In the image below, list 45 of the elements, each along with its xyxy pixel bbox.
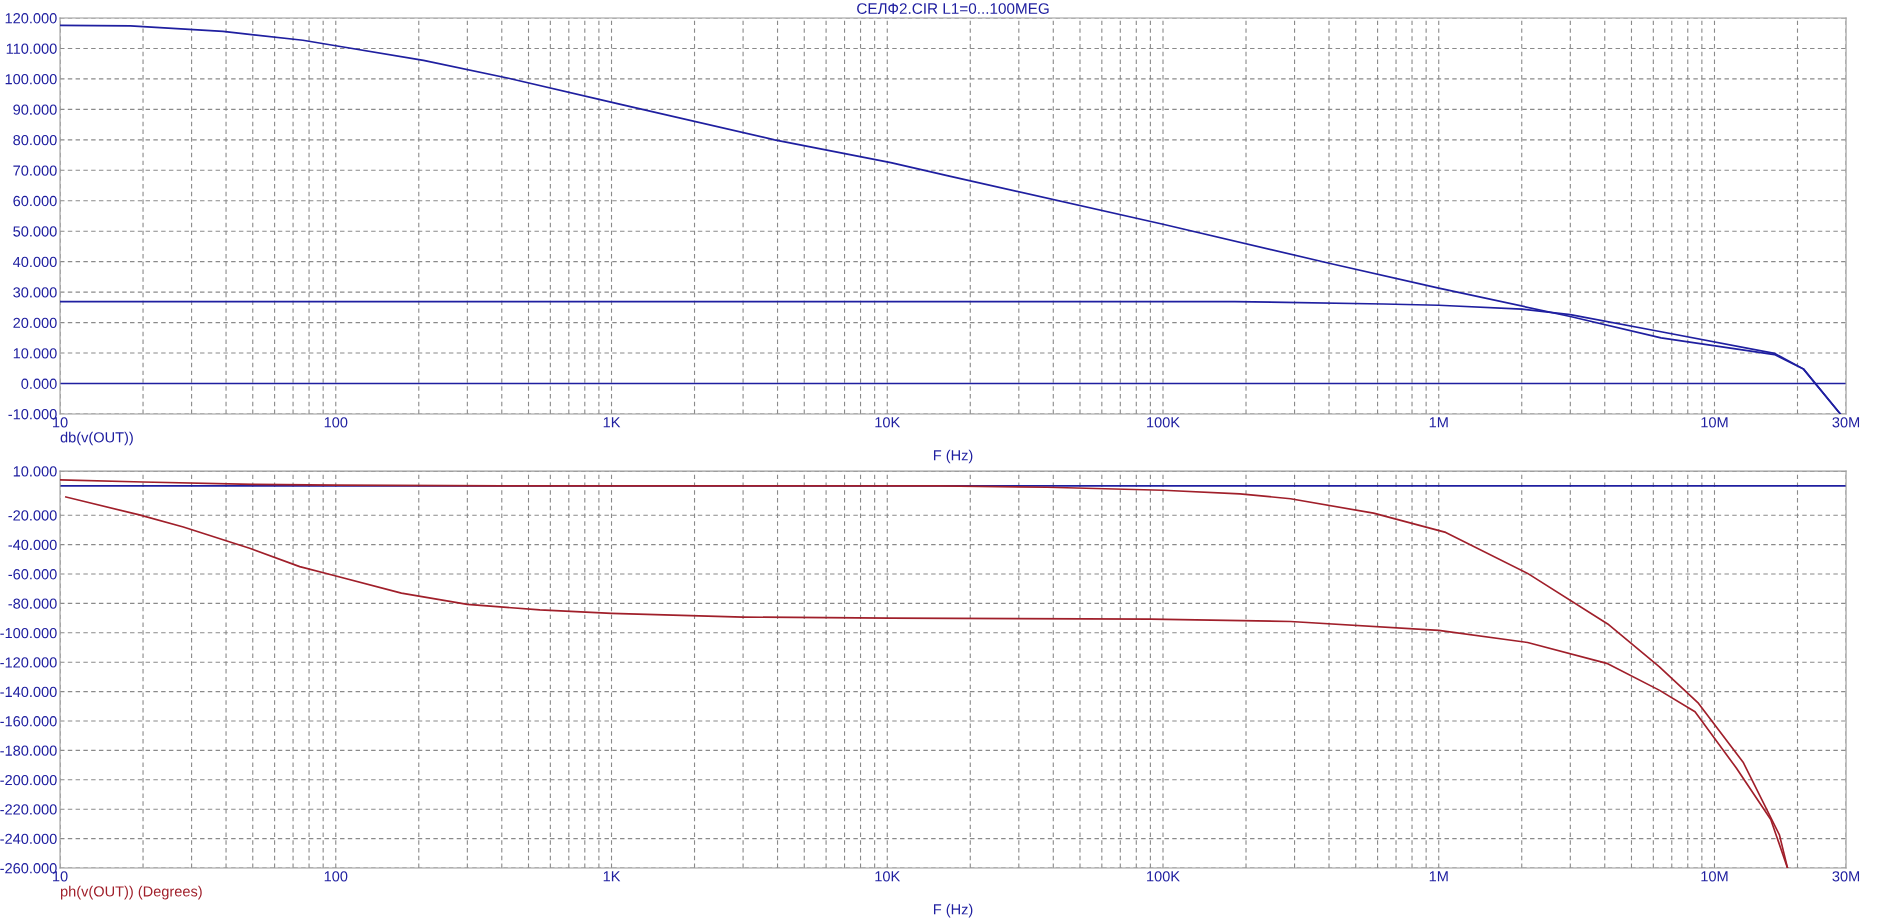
y-tick-label: -40.000 <box>8 539 57 551</box>
y-tick-label: 50.000 <box>13 226 57 237</box>
y-tick-label: 90.000 <box>13 104 57 115</box>
y-tick-label: -140.000 <box>0 686 57 698</box>
x-tick-label: 10M <box>1701 871 1728 882</box>
y-tick-label: 70.000 <box>13 165 57 176</box>
text: ph(v(OUT)) (Degrees) <box>60 885 202 900</box>
x-axis-title: F (Hz) <box>933 449 973 464</box>
x-tick-label: 1M <box>1429 417 1448 428</box>
y-tick-label: -120.000 <box>0 657 57 668</box>
x-tick-label: 100 <box>324 417 348 428</box>
x-tick-label: 100K <box>1147 417 1180 428</box>
y-tick-label: -160.000 <box>0 716 57 727</box>
x-axis-title: F (Hz) <box>933 903 973 918</box>
x-tick-label: 10M <box>1701 417 1728 428</box>
y-tick-label: 80.000 <box>13 134 57 146</box>
y-tick-label: -180.000 <box>0 745 57 756</box>
y-tick-label: 40.000 <box>12 256 57 268</box>
y-tick-label: 110.000 <box>6 43 57 54</box>
x-tick-label: 1K <box>603 871 621 882</box>
y-tick-label: 30.000 <box>13 287 57 298</box>
y-tick-label: 10.000 <box>13 466 57 477</box>
chart-title: СЕЛФ2.CIR L1=0...100MEG <box>857 3 1049 14</box>
y-tick-label: -60.000 <box>8 569 57 580</box>
x-tick-label: 1K <box>603 417 621 428</box>
y-tick-label: -80.000 <box>8 598 57 609</box>
x-tick-label: 30M <box>1832 871 1860 882</box>
y-tick-label: 20.000 <box>13 317 57 329</box>
y-tick-label: -220.000 <box>0 804 57 815</box>
y-tick-label: 100.000 <box>5 74 57 85</box>
text: db(v(OUT)) <box>60 431 133 446</box>
y-tick-label: 120.000 <box>5 13 57 24</box>
x-tick-label: 30M <box>1832 417 1860 428</box>
y-tick-label: 0.000 <box>21 378 57 389</box>
y-tick-label: -200.000 <box>0 774 57 786</box>
y-tick-label: 10.000 <box>13 348 57 359</box>
y-tick-label: 60.000 <box>13 195 57 207</box>
x-tick-label: 100K <box>1147 871 1180 882</box>
x-tick-label: 10K <box>875 871 901 882</box>
x-tick-label: 1M <box>1429 871 1448 882</box>
x-tick-label: 10K <box>875 417 901 428</box>
y-tick-label: -240.000 <box>0 833 57 845</box>
y-tick-label: -20.000 <box>8 510 57 521</box>
y-tick-label: -100.000 <box>0 627 57 639</box>
x-tick-label: 100 <box>324 871 348 882</box>
